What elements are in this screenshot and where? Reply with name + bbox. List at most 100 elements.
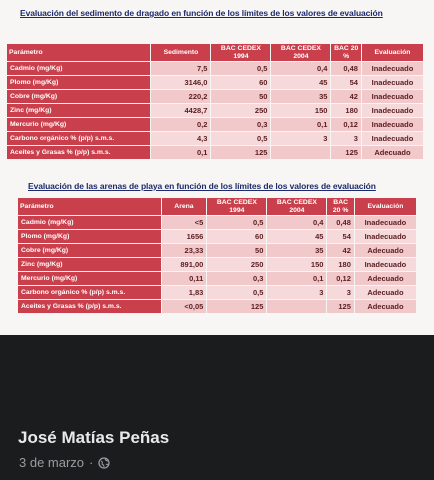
- value-cell: 0,1: [271, 118, 331, 131]
- table2-header-cell: Evaluación: [354, 198, 416, 215]
- evaluation-cell: Inadecuado: [361, 104, 423, 117]
- table-row: Mercurio (mg/Kg) 0,2 0,3 0,1 0,12 Inadecuado: [7, 118, 423, 131]
- evaluation-cell: Adecuado: [354, 244, 416, 257]
- table1-header-row: Parámetro Sedimento BAC CEDEX 1994 BAC CEDE…: [7, 44, 423, 61]
- value-cell: 0,12: [327, 272, 354, 285]
- table2-header-cell: BAC 20 %: [327, 198, 354, 215]
- table2-header-cell: Arena: [161, 198, 207, 215]
- evaluation-cell: Adecuado: [361, 146, 423, 159]
- evaluation-cell: Inadecuado: [354, 216, 416, 229]
- evaluation-cell: Inadecuado: [361, 118, 423, 131]
- table-row: Plomo (mg/Kg) 3146,0 60 45 54 Inadecuado: [7, 76, 423, 89]
- table1-header-cell: BAC 20 %: [331, 44, 361, 61]
- table-row: Cobre (mg/Kg) 220,2 50 35 42 Inadecuado: [7, 90, 423, 103]
- value-cell: 54: [331, 76, 361, 89]
- parameter-cell: Plomo (mg/Kg): [7, 76, 151, 89]
- value-cell: 0,11: [161, 272, 207, 285]
- value-cell: 125: [207, 300, 267, 313]
- value-cell: 0,48: [331, 62, 361, 75]
- value-cell: 0,4: [271, 62, 331, 75]
- evaluation-cell: Inadecuado: [361, 62, 423, 75]
- value-cell: 60: [211, 76, 271, 89]
- value-cell: 150: [267, 258, 327, 271]
- value-cell: 45: [267, 230, 327, 243]
- table-row: Mercurio (mg/Kg) 0,11 0,3 0,1 0,12 Adecuado: [18, 272, 416, 285]
- parameter-cell: Carbono orgánico % (p/p) s.m.s.: [7, 132, 151, 145]
- value-cell: 0,5: [211, 62, 271, 75]
- table2-header-cell: BAC CEDEX 2004: [267, 198, 327, 215]
- table1-header-cell: BAC CEDEX 2004: [271, 44, 331, 61]
- value-cell: 250: [211, 104, 271, 117]
- value-cell: 0,4: [267, 216, 327, 229]
- value-cell: 125: [211, 146, 271, 159]
- value-cell: 180: [331, 104, 361, 117]
- value-cell: 0,48: [327, 216, 354, 229]
- table-row: Aceites y Grasas % (p/p) s.m.s. 0,1 125 125…: [7, 146, 423, 159]
- table1-header-cell: Sedimento: [151, 44, 211, 61]
- evaluation-cell: Inadecuado: [354, 258, 416, 271]
- value-cell: 250: [207, 258, 267, 271]
- table1-header-cell: Evaluación: [361, 44, 423, 61]
- table-row: Zinc (mg/Kg) 4428,7 250 150 180 Inadecuado: [7, 104, 423, 117]
- table1-title: Evaluación del sedimento de dragado en f…: [20, 8, 383, 18]
- table-row: Zinc (mg/Kg) 891,00 250 150 180 Inadecuado: [18, 258, 416, 271]
- value-cell: [267, 300, 327, 313]
- table1-header-cell: Parámetro: [7, 44, 151, 61]
- parameter-cell: Zinc (mg/Kg): [18, 258, 161, 271]
- value-cell: 42: [331, 90, 361, 103]
- globe-icon[interactable]: [98, 456, 111, 469]
- value-cell: 891,00: [161, 258, 207, 271]
- value-cell: 0,3: [207, 272, 267, 285]
- meta-separator: ·: [89, 455, 94, 470]
- value-cell: 50: [211, 90, 271, 103]
- parameter-cell: Mercurio (mg/Kg): [7, 118, 151, 131]
- parameter-cell: Carbono orgánico % (p/p) s.m.s.: [18, 286, 161, 299]
- evaluation-cell: Adecuado: [354, 272, 416, 285]
- value-cell: 50: [207, 244, 267, 257]
- value-cell: 42: [327, 244, 354, 257]
- sediment-table: Parámetro Sedimento BAC CEDEX 1994 BAC CEDE…: [6, 43, 424, 160]
- value-cell: 3: [331, 132, 361, 145]
- value-cell: 0,2: [151, 118, 211, 131]
- value-cell: 4,3: [151, 132, 211, 145]
- table2-header-cell: BAC CEDEX 1994: [207, 198, 267, 215]
- parameter-cell: Aceites y Grasas % (p/p) s.m.s.: [18, 300, 161, 313]
- value-cell: 0,5: [211, 132, 271, 145]
- post-author-name[interactable]: José Matías Peñas: [18, 428, 170, 447]
- value-cell: 45: [271, 76, 331, 89]
- parameter-cell: Aceites y Grasas % (p/p) s.m.s.: [7, 146, 151, 159]
- table-row: Carbono orgánico % (p/p) s.m.s. 1,83 0,5 3 3…: [18, 286, 416, 299]
- table2-title: Evaluación de las arenas de playa en fun…: [28, 181, 376, 191]
- value-cell: 3146,0: [151, 76, 211, 89]
- value-cell: 125: [331, 146, 361, 159]
- value-cell: 7,5: [151, 62, 211, 75]
- value-cell: 54: [327, 230, 354, 243]
- table2-header-row: Parámetro Arena BAC CEDEX 1994 BAC CEDEX 20…: [18, 198, 416, 215]
- parameter-cell: Zinc (mg/Kg): [7, 104, 151, 117]
- post-photo[interactable]: Evaluación del sedimento de dragado en f…: [0, 0, 434, 335]
- value-cell: <5: [161, 216, 207, 229]
- value-cell: 220,2: [151, 90, 211, 103]
- table2-header-cell: Parámetro: [18, 198, 161, 215]
- evaluation-cell: Inadecuado: [361, 132, 423, 145]
- table-row: Cadmio (mg/Kg) <5 0,5 0,4 0,48 Inadecuado: [18, 216, 416, 229]
- parameter-cell: Cobre (mg/Kg): [7, 90, 151, 103]
- value-cell: 180: [327, 258, 354, 271]
- value-cell: 1656: [161, 230, 207, 243]
- value-cell: 0,3: [211, 118, 271, 131]
- post-meta: 3 de marzo ·: [19, 455, 111, 470]
- parameter-cell: Cadmio (mg/Kg): [18, 216, 161, 229]
- table-row: Aceites y Grasas % (p/p) s.m.s. <0,05 125 1…: [18, 300, 416, 313]
- value-cell: 125: [327, 300, 354, 313]
- evaluation-cell: Adecuado: [354, 286, 416, 299]
- post-date[interactable]: 3 de marzo: [19, 455, 85, 470]
- sand-table: Parámetro Arena BAC CEDEX 1994 BAC CEDEX 20…: [17, 197, 417, 314]
- value-cell: 60: [207, 230, 267, 243]
- value-cell: 35: [271, 90, 331, 103]
- value-cell: 0,12: [331, 118, 361, 131]
- value-cell: <0,05: [161, 300, 207, 313]
- table1-header-cell: BAC CEDEX 1994: [211, 44, 271, 61]
- value-cell: [271, 146, 331, 159]
- table-row: Carbono orgánico % (p/p) s.m.s. 4,3 0,5 3 3 I…: [7, 132, 423, 145]
- value-cell: 3: [271, 132, 331, 145]
